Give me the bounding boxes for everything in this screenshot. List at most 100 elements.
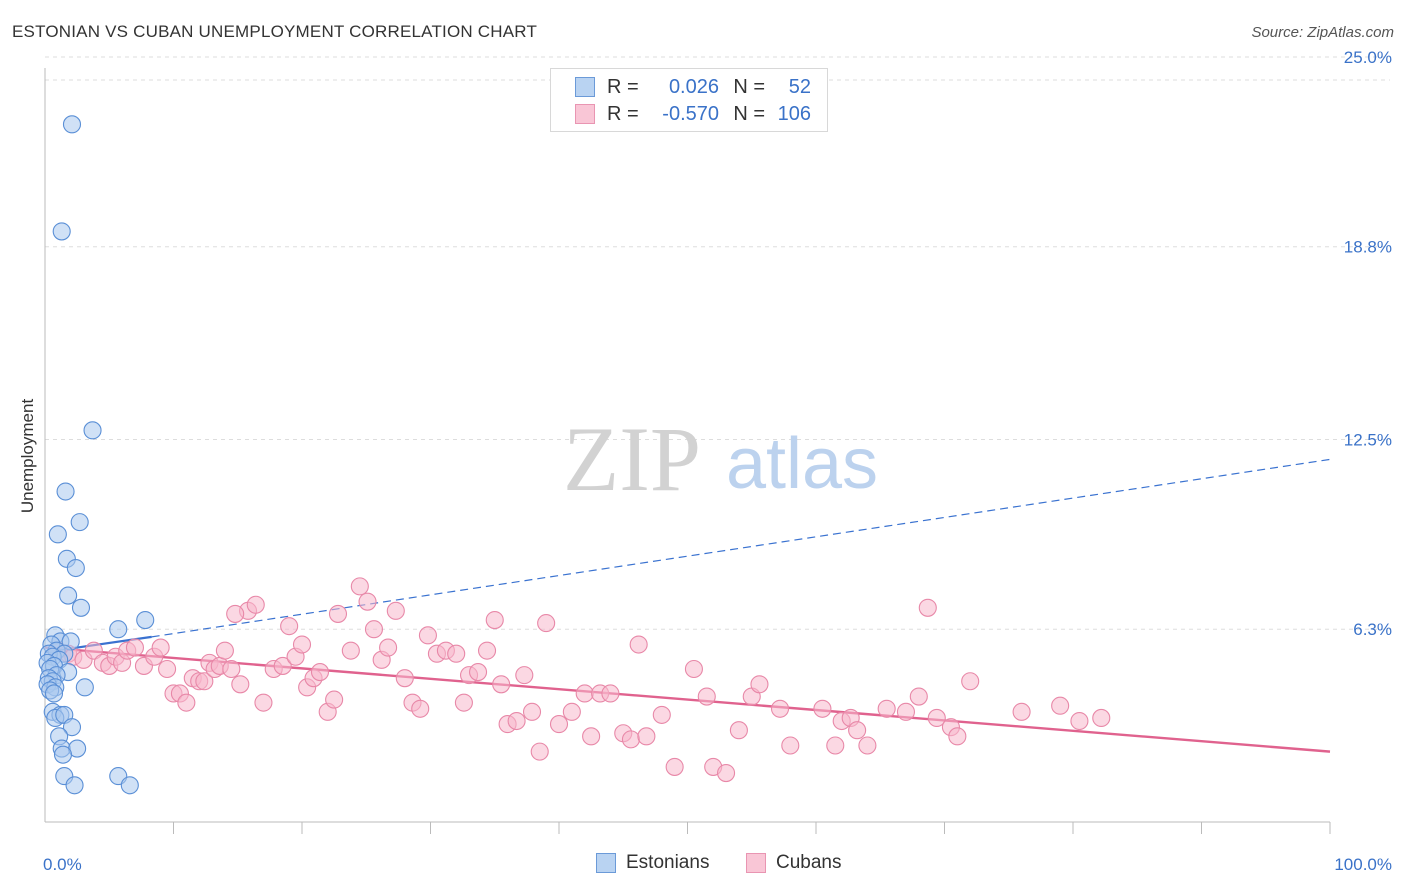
cuban-point [729,721,748,740]
cuban-point [813,699,832,718]
cuban-swatch [575,104,595,124]
cuban-point [418,626,437,645]
cuban-point [781,736,800,755]
x-tick-label: 0.0% [43,855,82,874]
correlation-legend: R = 0.026 N = 52 R = -0.570 N = 106 [550,68,828,132]
estonian-point [136,610,155,630]
cuban-point [1070,711,1089,731]
cuban-point [485,610,504,630]
cuban-point [601,684,620,703]
cuban-point [386,601,405,620]
estonian-legend-swatch [596,853,616,873]
watermark-zip: ZIP [563,408,701,510]
cuban-point [770,699,790,718]
source-label: Source: ZipAtlas.com [1251,24,1394,41]
cuban-point [151,638,170,657]
legend-row-cubans: R = -0.570 N = 106 [575,101,811,127]
estonian-point [75,678,94,697]
legend-cubans-label: Cubans [776,852,842,873]
cuban-point [84,641,103,660]
cuban-point [1051,696,1070,715]
cuban-point [697,687,716,706]
legend-estonians-label: Estonians [626,852,710,873]
cuban-point [848,721,867,740]
estonian-point [56,482,75,501]
estonian-point [48,525,67,544]
legend-r-label: R = [607,102,639,125]
cuban-point [215,641,234,660]
estonian-point [70,513,89,532]
gridlines [45,56,1390,630]
cuban-point [310,663,330,682]
cuban-point [948,727,967,746]
cuban-point [125,638,144,657]
estonian-trend-dashed [151,458,1331,638]
cuban-point [961,672,980,691]
y-tick-label: 18.8% [1344,238,1392,257]
cuban-point [665,757,684,776]
cuban-point [522,702,542,721]
y-tick-label: 12.5% [1344,431,1392,450]
cuban-point [350,577,369,596]
cuban-point [629,635,648,654]
cuban-point [477,641,497,660]
estonian-point [65,776,84,795]
estonian-point [62,115,82,134]
cuban-point [328,604,348,623]
cuban-point [395,669,414,688]
cuban-point [621,730,641,749]
cuban-point [515,666,534,685]
cuban-point [273,656,292,675]
cuban-point [411,699,430,718]
cuban-point [549,715,569,734]
watermark-atlas: atlas [726,424,878,504]
data-points [38,115,1111,795]
estonian-point [44,684,64,703]
estonian-point [59,586,78,605]
cuban-point [537,614,556,633]
cuban-point [858,736,877,755]
estonian-point [83,421,102,440]
cuban-point [447,644,466,663]
cuban-point [222,659,241,679]
watermark: ZIP atlas [563,408,878,510]
estonian-point [120,776,139,795]
cuban-point [158,659,177,679]
cuban-trend-line [44,646,1331,753]
cuban-point [918,598,937,617]
cuban-point [226,604,245,623]
estonian-point [71,598,91,617]
estonian-point [52,222,71,241]
legend-item-estonians: Estonians [596,852,709,874]
estonian-point [53,745,73,764]
cuban-point [364,620,384,639]
legend-r-label: R = [607,75,639,98]
cuban-point [195,672,214,691]
cuban-legend-swatch [746,853,766,873]
legend-r-value: -0.570 [662,102,719,125]
cuban-point [652,705,671,724]
estonian-point [62,718,82,737]
legend-n-value: 106 [777,102,811,125]
cuban-point [582,727,601,746]
series-legend: Estonians Cubans [0,852,1406,878]
cuban-point [562,702,581,721]
cuban-point [909,687,928,706]
cuban-point [379,638,398,657]
legend-row-estonians: R = 0.026 N = 52 [575,74,811,100]
legend-n-value: 52 [788,75,811,98]
tick-labels: 6.3% 12.5% 18.8% 25.0% 0.0% 100.0% [43,48,1392,874]
legend-n-label: N = [733,102,765,125]
cuban-point [325,690,344,709]
cuban-point [254,693,273,712]
legend-item-cubans: Cubans [746,852,842,874]
y-tick-label: 6.3% [1353,620,1392,639]
cuban-point [492,675,511,694]
cuban-point [341,641,360,660]
y-tick-label: 25.0% [1344,48,1392,67]
cuban-point [896,702,916,721]
legend-r-value: 0.026 [668,75,719,98]
cuban-point [750,675,769,694]
cuban-point [684,659,703,679]
